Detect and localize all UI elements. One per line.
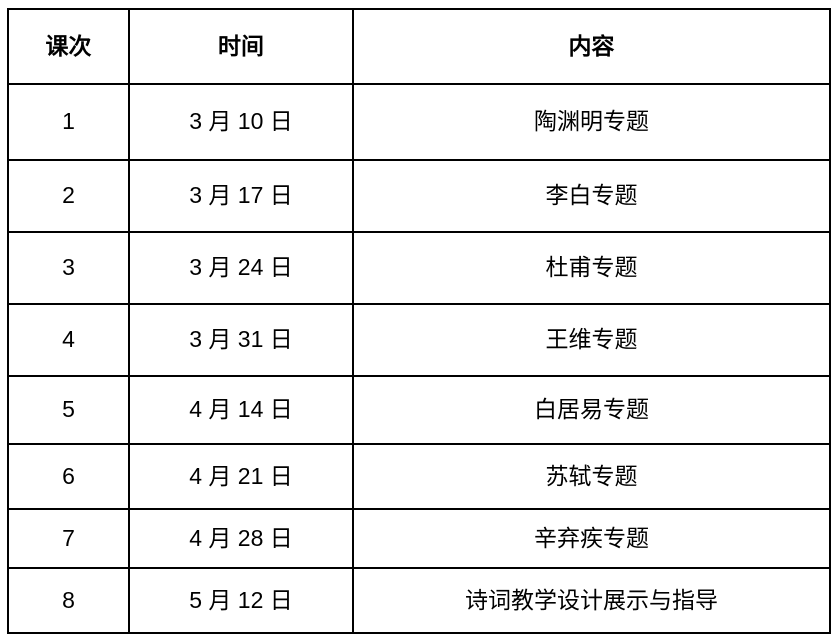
- table-row: 5 4 月 14 日 白居易专题: [7, 375, 831, 445]
- cell-lesson-no: 4: [7, 303, 130, 377]
- cell-lesson-no: 3: [7, 231, 130, 305]
- table-row: 7 4 月 28 日 辛弃疾专题: [7, 508, 831, 569]
- table-row: 2 3 月 17 日 李白专题: [7, 159, 831, 233]
- cell-lesson-no: 1: [7, 83, 130, 161]
- cell-content: 辛弃疾专题: [352, 508, 831, 569]
- cell-content: 王维专题: [352, 303, 831, 377]
- table-row: 4 3 月 31 日 王维专题: [7, 303, 831, 377]
- cell-time: 3 月 31 日: [128, 303, 354, 377]
- header-cell-time: 时间: [128, 8, 354, 85]
- cell-time: 3 月 24 日: [128, 231, 354, 305]
- header-cell-content: 内容: [352, 8, 831, 85]
- table-row: 1 3 月 10 日 陶渊明专题: [7, 83, 831, 161]
- table-row: 3 3 月 24 日 杜甫专题: [7, 231, 831, 305]
- cell-time: 4 月 28 日: [128, 508, 354, 569]
- lesson-schedule-table: 课次 时间 内容 1 3 月 10 日 陶渊明专题 2 3 月 17 日 李白专…: [7, 8, 831, 634]
- cell-time: 4 月 21 日: [128, 443, 354, 510]
- cell-content: 苏轼专题: [352, 443, 831, 510]
- cell-content: 李白专题: [352, 159, 831, 233]
- cell-content: 陶渊明专题: [352, 83, 831, 161]
- table-row: 8 5 月 12 日 诗词教学设计展示与指导: [7, 567, 831, 634]
- cell-time: 5 月 12 日: [128, 567, 354, 634]
- cell-content: 杜甫专题: [352, 231, 831, 305]
- cell-lesson-no: 8: [7, 567, 130, 634]
- table-row: 6 4 月 21 日 苏轼专题: [7, 443, 831, 510]
- cell-lesson-no: 7: [7, 508, 130, 569]
- cell-time: 3 月 17 日: [128, 159, 354, 233]
- cell-content: 诗词教学设计展示与指导: [352, 567, 831, 634]
- cell-content: 白居易专题: [352, 375, 831, 445]
- table-header-row: 课次 时间 内容: [7, 8, 831, 85]
- cell-lesson-no: 2: [7, 159, 130, 233]
- header-cell-lesson-no: 课次: [7, 8, 130, 85]
- cell-time: 4 月 14 日: [128, 375, 354, 445]
- cell-lesson-no: 6: [7, 443, 130, 510]
- cell-time: 3 月 10 日: [128, 83, 354, 161]
- cell-lesson-no: 5: [7, 375, 130, 445]
